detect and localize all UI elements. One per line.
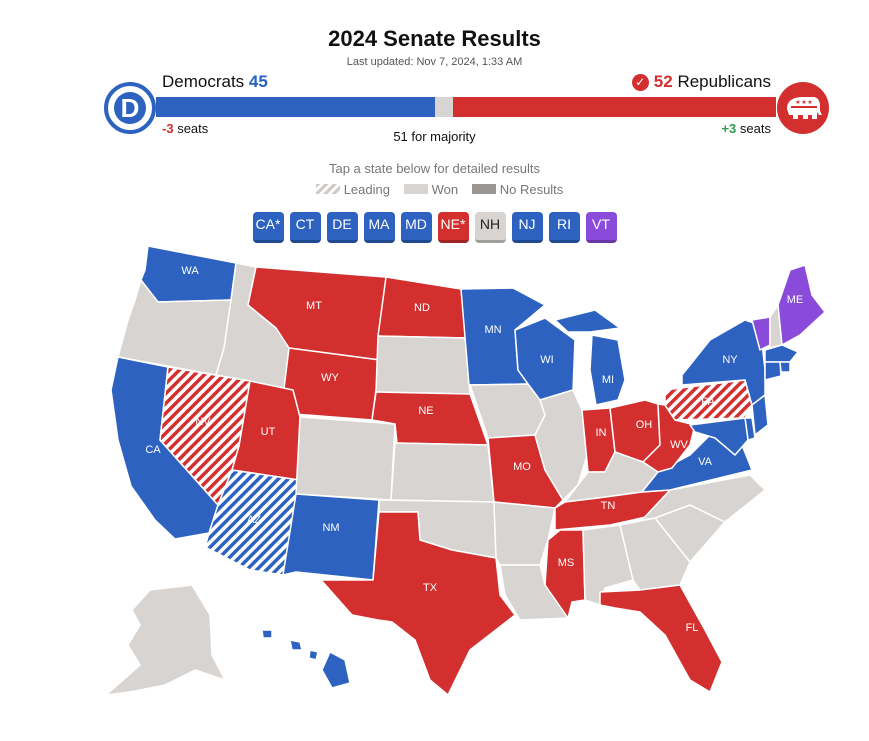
state-button-md[interactable]: MD bbox=[400, 212, 432, 243]
republicans-seat-change: +3 seats bbox=[721, 121, 771, 136]
republicans-tally: ✓ 52 Republicans bbox=[631, 72, 771, 92]
us-senate-map: WACANVMTWYUTAZNMNDNETXMNMOWIMIINOHTNMSFL… bbox=[105, 245, 826, 696]
won-swatch-icon bbox=[403, 184, 428, 194]
state-ms[interactable] bbox=[544, 529, 586, 619]
svg-text:★: ★ bbox=[801, 99, 806, 106]
winner-check-icon: ✓ bbox=[631, 74, 649, 91]
state-ri[interactable] bbox=[779, 361, 791, 373]
state-ar[interactable] bbox=[493, 501, 556, 566]
state-ct[interactable] bbox=[764, 361, 782, 381]
state-button-nj[interactable]: NJ bbox=[511, 212, 543, 243]
state-me[interactable] bbox=[777, 264, 826, 346]
majority-threshold: 51 for majority bbox=[393, 129, 476, 144]
map-legend: Leading Won No Results bbox=[0, 182, 869, 197]
republicans-seat-count: 52 bbox=[653, 72, 673, 91]
democrat-logo-icon: D bbox=[104, 82, 156, 134]
state-button-ca[interactable]: CA* bbox=[252, 212, 284, 243]
state-fl[interactable] bbox=[599, 584, 723, 693]
state-nd[interactable] bbox=[377, 276, 467, 339]
republican-elephant-icon: ★ ★ ★ bbox=[777, 82, 829, 134]
state-button-nh[interactable]: NH bbox=[474, 212, 506, 243]
state-button-de[interactable]: DE bbox=[326, 212, 358, 243]
legend-no-results: No Results bbox=[499, 182, 564, 197]
rep-seat-segment bbox=[453, 97, 776, 117]
undecided-seat-segment bbox=[435, 97, 453, 117]
svg-text:★: ★ bbox=[795, 99, 800, 106]
state-mi[interactable] bbox=[554, 309, 626, 406]
state-wa[interactable] bbox=[140, 245, 237, 303]
state-button-ri[interactable]: RI bbox=[548, 212, 580, 243]
republicans-name: Republicans bbox=[677, 72, 771, 91]
state-label-hi: HI bbox=[311, 666, 322, 678]
last-updated: Last updated: Nov 7, 2024, 1:33 AM bbox=[346, 56, 523, 68]
legend-leading: Leading bbox=[343, 182, 390, 197]
map-instructions: Tap a state below for detailed results bbox=[328, 161, 540, 176]
dem-seat-segment bbox=[156, 97, 435, 117]
page-title: 2024 Senate Results bbox=[328, 26, 541, 51]
state-button-ne[interactable]: NE* bbox=[437, 212, 469, 243]
legend-won: Won bbox=[431, 182, 459, 197]
state-nm[interactable] bbox=[282, 493, 380, 581]
democrats-seat-count: 45 bbox=[248, 72, 268, 91]
state-ny[interactable] bbox=[681, 319, 766, 406]
svg-text:★: ★ bbox=[807, 99, 812, 106]
state-ks[interactable] bbox=[390, 442, 495, 503]
state-md[interactable] bbox=[689, 417, 749, 456]
state-nj[interactable] bbox=[751, 394, 769, 436]
state-button-vt[interactable]: VT bbox=[585, 212, 617, 243]
leading-swatch-icon bbox=[315, 184, 340, 194]
seat-progress-bar bbox=[156, 97, 776, 117]
state-button-ma[interactable]: MA bbox=[363, 212, 395, 243]
state-button-ct[interactable]: CT bbox=[289, 212, 321, 243]
no-results-swatch-icon bbox=[471, 184, 496, 194]
state-tx[interactable] bbox=[320, 511, 516, 696]
democrats-seat-change: -3 seats bbox=[162, 121, 209, 136]
state-hi[interactable] bbox=[261, 629, 351, 689]
democrats-name: Democrats bbox=[162, 72, 245, 91]
democrats-tally: Democrats 45 bbox=[162, 72, 268, 92]
small-state-buttons: CA* CT DE MA MD NE* NH NJ RI VT bbox=[0, 212, 869, 243]
state-co[interactable] bbox=[295, 416, 396, 501]
state-sd[interactable] bbox=[375, 335, 471, 395]
state-ma[interactable] bbox=[764, 344, 799, 363]
state-ak[interactable] bbox=[105, 584, 226, 696]
state-pa[interactable] bbox=[664, 379, 753, 421]
state-il[interactable] bbox=[534, 389, 589, 501]
